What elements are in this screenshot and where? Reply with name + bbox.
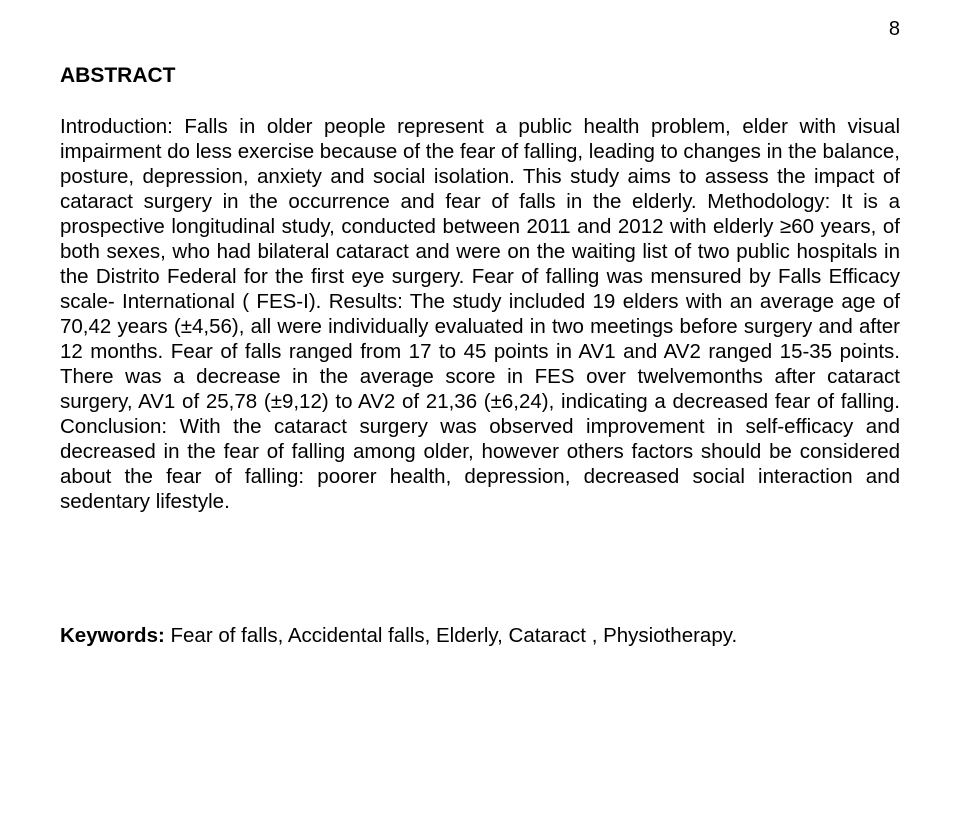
page-number: 8 <box>889 18 900 41</box>
keywords-text: Fear of falls, Accidental falls, Elderly… <box>165 624 737 647</box>
abstract-heading: ABSTRACT <box>60 64 900 88</box>
keywords-line: Keywords: Fear of falls, Accidental fall… <box>60 624 900 648</box>
abstract-paragraph: Introduction: Falls in older people repr… <box>60 115 900 513</box>
abstract-body: Introduction: Falls in older people repr… <box>60 114 900 514</box>
keywords-label: Keywords: <box>60 624 165 647</box>
